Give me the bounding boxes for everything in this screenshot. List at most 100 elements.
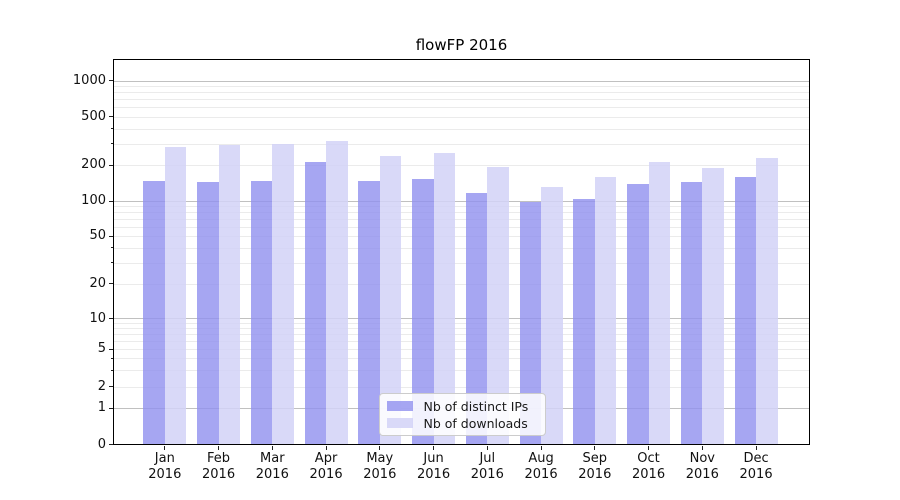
bar-distinct-ips-may (358, 181, 380, 445)
y-tick (109, 444, 114, 446)
bar-downloads-oct (648, 162, 671, 445)
y-tick-label: 1000 (72, 72, 106, 88)
gridline-minor (114, 128, 809, 130)
x-tick (325, 445, 327, 450)
gridline-minor (114, 165, 809, 167)
y-minor-tick (110, 143, 114, 145)
y-tick (109, 318, 114, 319)
y-tick-label: 0 (97, 436, 106, 452)
x-tick-label-dec: Dec 2016 (739, 451, 773, 482)
x-tick-label-aug: Aug 2016 (524, 451, 558, 482)
bar-downloads-jan (164, 147, 187, 445)
bar-downloads-mar (272, 144, 294, 445)
legend-swatch-downloads (386, 417, 413, 429)
bar-downloads-apr (326, 140, 348, 445)
y-tick (109, 235, 114, 237)
y-tick-label: 50 (89, 228, 106, 244)
y-tick-label: 5 (97, 341, 106, 357)
y-tick (109, 80, 114, 82)
x-tick (271, 445, 273, 450)
y-minor-tick (110, 247, 114, 249)
legend-label: Nb of downloads (423, 415, 528, 431)
gridline-minor (114, 341, 809, 343)
bar-downloads-aug (541, 187, 563, 445)
x-tick-label-may: May 2016 (363, 451, 397, 482)
gridline-minor (114, 247, 809, 249)
y-tick-label: 100 (81, 193, 106, 208)
legend-item: Nb of distinct IPs (380, 398, 545, 415)
y-tick-label: 200 (81, 157, 106, 173)
bar-downloads-feb (218, 144, 241, 445)
x-tick (648, 445, 650, 450)
x-tick-label-jul: Jul 2016 (470, 451, 504, 482)
gridline-minor (114, 358, 809, 360)
y-minor-tick (110, 262, 114, 264)
chart-title: flowFP 2016 (415, 36, 508, 54)
x-tick (379, 445, 381, 450)
legend-item: Nb of downloads (380, 415, 545, 432)
y-tick-label: 500 (81, 108, 106, 124)
legend-label: Nb of distinct IPs (423, 398, 529, 414)
x-tick (540, 445, 542, 450)
x-tick (433, 445, 435, 450)
bar-downloads-nov (702, 167, 724, 445)
y-tick-label: 10 (89, 310, 106, 326)
x-tick (164, 445, 166, 450)
x-tick (755, 445, 757, 450)
gridline-minor (114, 283, 809, 285)
bar-downloads-dec (756, 158, 778, 445)
x-tick-label-jun: Jun 2016 (417, 451, 451, 482)
bar-distinct-ips-apr (304, 161, 327, 445)
bar-distinct-ips-jan (143, 180, 165, 445)
x-tick-label-feb: Feb 2016 (202, 451, 236, 482)
gridline-minor (114, 349, 809, 351)
gridline-minor (114, 328, 809, 330)
gridline-minor (114, 323, 809, 325)
gridline-minor (114, 370, 809, 372)
x-tick (701, 445, 703, 450)
x-tick-label-jan: Jan 2016 (148, 451, 182, 482)
plot-area (113, 59, 810, 446)
y-tick (109, 283, 114, 285)
y-tick (109, 348, 114, 350)
x-tick-label-oct: Oct 2016 (632, 451, 666, 482)
gridline-minor (114, 99, 809, 101)
y-tick-label: 2 (97, 378, 106, 394)
bar-distinct-ips-jun (412, 179, 434, 445)
x-tick-label-nov: Nov 2016 (685, 451, 719, 482)
bar-downloads-jul (487, 167, 509, 445)
y-minor-tick (110, 357, 114, 359)
y-tick-label: 20 (89, 275, 106, 291)
gridline-minor (114, 226, 809, 228)
bar-distinct-ips-nov (680, 181, 703, 445)
y-tick (109, 200, 114, 202)
gridline-minor (114, 86, 809, 88)
gridline-minor (114, 334, 809, 336)
gridline-minor (114, 386, 809, 388)
bar-downloads-may (379, 155, 402, 445)
bar-downloads-jun (433, 153, 456, 445)
gridline-minor (114, 92, 809, 94)
gridline-minor (114, 107, 809, 109)
x-tick (594, 445, 596, 450)
x-tick (218, 445, 220, 450)
bar-distinct-ips-mar (250, 181, 273, 445)
gridline-minor (114, 143, 809, 145)
gridline-minor (114, 212, 809, 214)
x-tick-label-sep: Sep 2016 (578, 451, 612, 482)
gridline-major (114, 80, 809, 82)
bar-distinct-ips-feb (197, 181, 219, 445)
y-minor-tick (110, 128, 114, 130)
bar-downloads-sep (594, 177, 617, 445)
gridline-minor (114, 236, 809, 238)
bar-distinct-ips-sep (573, 199, 595, 445)
gridline-minor (114, 219, 809, 221)
legend-swatch-distinct-ips (386, 400, 413, 412)
y-tick (109, 116, 114, 118)
x-tick-label-apr: Apr 2016 (309, 451, 343, 482)
x-tick-label-mar: Mar 2016 (255, 451, 289, 482)
bar-distinct-ips-jul (465, 192, 488, 445)
bar-distinct-ips-aug (519, 202, 542, 445)
gridline-major (114, 200, 809, 202)
gridline-major (114, 318, 809, 320)
